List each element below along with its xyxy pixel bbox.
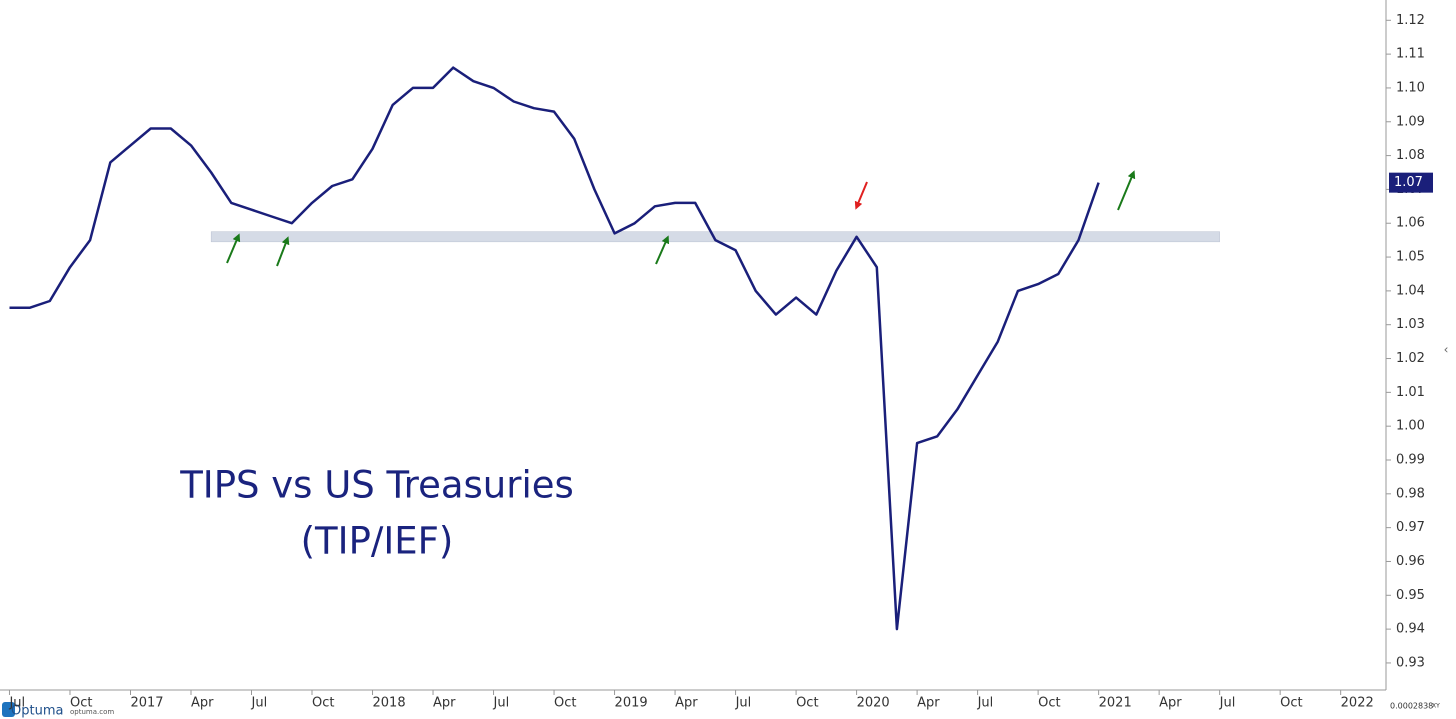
x-tick-label: 2020: [857, 696, 890, 711]
x-tick-label: Oct: [554, 696, 576, 711]
mode-label: XY: [1432, 703, 1440, 710]
y-tick-label: 0.96: [1396, 554, 1425, 569]
x-tick-label: Jul: [251, 696, 268, 711]
y-tick-label: 0.98: [1396, 486, 1425, 501]
x-tick-label: Oct: [70, 696, 92, 711]
arrow: [655, 235, 670, 265]
y-tick-label: 1.02: [1396, 351, 1425, 366]
y-tick-label: 0.97: [1396, 520, 1425, 535]
plot-area: [9, 66, 1220, 631]
chart-title: TIPS vs US Treasuries: [179, 464, 574, 507]
y-tick-label: 1.10: [1396, 80, 1425, 95]
scale-label: 0.0002838: [1390, 702, 1433, 711]
x-tick-label: Oct: [1280, 696, 1302, 711]
x-tick-label: 2019: [615, 696, 648, 711]
collapse-button[interactable]: ‹: [1444, 343, 1449, 357]
x-tick-label: 2017: [130, 696, 163, 711]
logo: Optuma: [11, 704, 63, 719]
y-tick-label: 1.08: [1396, 148, 1425, 163]
x-tick-label: Jul: [8, 696, 25, 711]
x-tick-label: Oct: [1038, 696, 1060, 711]
y-tick-label: 1.12: [1396, 13, 1425, 28]
x-tick-label: 2021: [1099, 696, 1132, 711]
logo-icon: [2, 702, 15, 717]
y-tick-label: 1.04: [1396, 283, 1425, 298]
y-tick-label: 1.01: [1396, 385, 1425, 400]
x-tick-label: 2022: [1341, 696, 1374, 711]
x-tick-label: Apr: [433, 696, 456, 711]
logo-site: optuma.com: [70, 708, 114, 716]
arrow: [276, 236, 290, 267]
x-tick-label: Oct: [312, 696, 334, 711]
y-tick-label: 1.09: [1396, 114, 1425, 129]
arrow: [226, 233, 241, 264]
last-value-label: 1.07: [1394, 175, 1423, 190]
x-tick-label: Apr: [675, 696, 698, 711]
y-tick-label: 0.99: [1396, 453, 1425, 468]
x-tick-label: 2018: [373, 696, 406, 711]
arrow: [854, 181, 868, 210]
x-tick-label: Apr: [917, 696, 940, 711]
y-tick-label: 0.94: [1396, 622, 1425, 637]
y-tick-label: 1.00: [1396, 419, 1425, 434]
y-tick-label: 1.05: [1396, 250, 1425, 265]
x-tick-label: Apr: [191, 696, 214, 711]
chart-subtitle: (TIP/IEF): [301, 520, 454, 563]
x-tick-label: Oct: [796, 696, 818, 711]
y-tick-label: 1.11: [1396, 47, 1425, 62]
y-tick-label: 0.95: [1396, 588, 1425, 603]
y-tick-label: 1.06: [1396, 216, 1425, 231]
x-tick-label: Apr: [1159, 696, 1182, 711]
y-tick-label: 0.93: [1396, 655, 1425, 670]
arrow: [1117, 170, 1136, 211]
arrows: [226, 170, 1136, 267]
support-band: [210, 231, 1220, 243]
x-tick-label: Jul: [735, 696, 752, 711]
x-tick-label: Jul: [493, 696, 510, 711]
line-series: [9, 66, 1100, 631]
y-tick-label: 1.03: [1396, 317, 1425, 332]
x-tick-label: Jul: [977, 696, 994, 711]
x-tick-label: Jul: [1219, 696, 1236, 711]
last-value-box: [1389, 172, 1433, 193]
